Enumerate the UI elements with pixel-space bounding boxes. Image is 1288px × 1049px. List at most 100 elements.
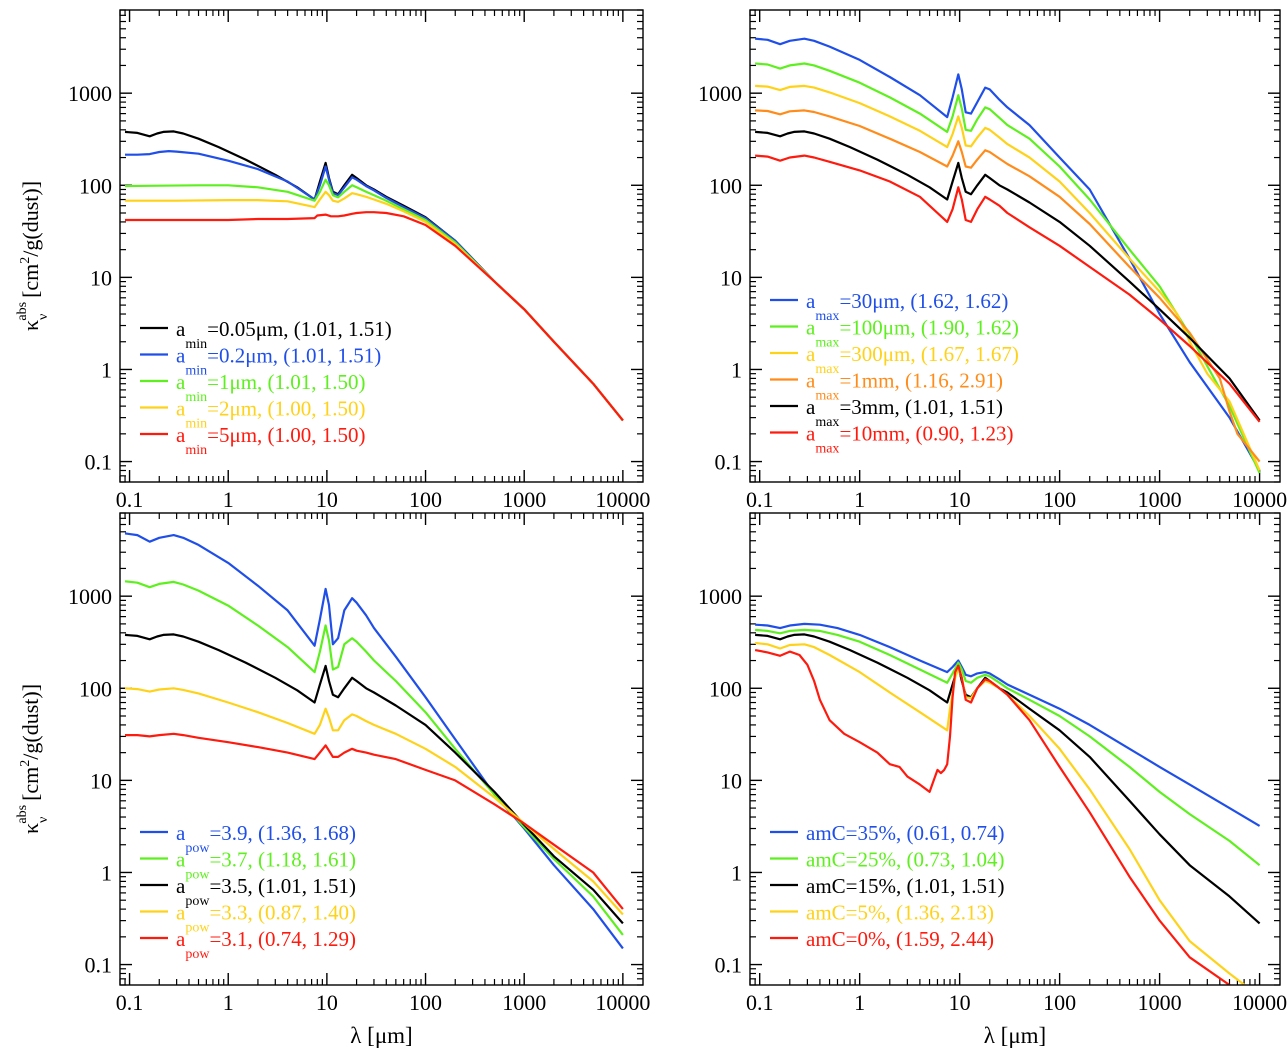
legend-entry: amin=5μm, (1.00, 1.50) [176, 423, 366, 458]
y-tick-label: 100 [709, 173, 742, 198]
series-group [754, 622, 1261, 985]
x-tick-label: 10 [316, 990, 338, 1015]
y-tick-label: 1 [101, 357, 112, 382]
series-line-amC=0% [754, 649, 1232, 985]
y-tick-label: 1 [731, 860, 742, 885]
x-tick-label: 0.1 [746, 487, 774, 512]
x-tick-label: 1 [854, 990, 865, 1015]
series-line-a_max=10mm [755, 154, 1261, 423]
x-tick-label: 10000 [1232, 990, 1287, 1015]
series-line-amC=35% [755, 622, 1261, 827]
legend: amC=35%, (0.61, 0.74) amC=25%, (0.73, 1.0… [770, 821, 1005, 951]
legend-entry: amin=2μm, (1.00, 1.50) [176, 397, 366, 432]
legend-entry: amC=15%, (1.01, 1.51) [806, 874, 1005, 898]
series-line-a_max=30μm [755, 37, 1261, 472]
legend-entry: amin=0.05μm, (1.01, 1.51) [176, 317, 392, 352]
legend-entry: amC=35%, (0.61, 0.74) [806, 821, 1005, 845]
legend-entry: amin=0.2μm, (1.01, 1.51) [176, 344, 381, 379]
legend-entry: amax=300μm, (1.67, 1.67) [806, 342, 1019, 377]
x-tick-label: 10000 [595, 990, 650, 1015]
y-tick-label: 0.1 [715, 953, 743, 978]
plot-frame [119, 9, 644, 483]
minor-ticks [749, 512, 1280, 986]
series-line-a_max=300μm [755, 84, 1261, 471]
y-tick-label: 1 [101, 860, 112, 885]
y-tick-label: 1000 [68, 81, 112, 106]
series-group [124, 532, 624, 950]
x-tick-label: 0.1 [746, 990, 774, 1015]
x-tick-label: 100 [1043, 487, 1076, 512]
y-tick-label: 100 [709, 676, 742, 701]
x-tick-label: 100 [409, 487, 442, 512]
x-tick-label: 10 [949, 990, 971, 1015]
series-line-a_pow=3.7 [124, 580, 624, 936]
series-group [124, 130, 624, 422]
minor-ticks [119, 9, 643, 483]
legend-entry: amax=100μm, (1.90, 1.62) [806, 316, 1019, 351]
legend-entry: amC=25%, (0.73, 1.04) [806, 848, 1005, 872]
panel-amC: 0.1 1 10 100 1000 10000 0.1 1 10 100 1000 amC=35%, … [698, 512, 1287, 1048]
series-line-a_pow=3.5 [124, 633, 624, 925]
panel-a_max: 0.1 1 10 100 1000 10000 0.1 1 10 100 1000 amax=30μm… [698, 9, 1287, 512]
y-tick-label: 10 [720, 265, 742, 290]
series-line-a_max=100μm [755, 62, 1261, 474]
y-tick-label: 100 [79, 676, 112, 701]
legend: apow=3.9, (1.36, 1.68)apow=3.7, (1.18, 1… [140, 821, 356, 962]
series-line-amC=25% [755, 628, 1261, 867]
x-axis-label: λ [μm] [984, 1023, 1046, 1048]
x-tick-label: 0.1 [116, 990, 144, 1015]
legend-entry: amin=1μm, (1.01, 1.50) [176, 370, 366, 405]
x-tick-label: 10 [316, 487, 338, 512]
minor-ticks [749, 9, 1280, 483]
series-line-a_min=0.2μm [125, 150, 624, 422]
y-tick-label: 10 [90, 265, 112, 290]
y-tick-label: 0.1 [715, 450, 743, 475]
legend-entry: apow=3.1, (0.74, 1.29) [176, 927, 356, 962]
y-tick-label: 1000 [698, 584, 742, 609]
legend: amax=30μm, (1.62, 1.62)amax=100μm, (1.90… [770, 289, 1019, 457]
x-tick-label: 1000 [502, 990, 546, 1015]
x-tick-label: 100 [409, 990, 442, 1015]
x-axis-label: λ [μm] [350, 1023, 412, 1048]
legend-entry: amax=10mm, (0.90, 1.23) [806, 422, 1013, 457]
x-tick-label: 10000 [595, 487, 650, 512]
x-tick-label: 10000 [1232, 487, 1287, 512]
legend-entry: apow=3.9, (1.36, 1.68) [176, 821, 356, 856]
y-tick-label: 0.1 [85, 450, 113, 475]
x-tick-label: 1000 [1138, 990, 1182, 1015]
plot-frame [749, 9, 1281, 483]
panel-a_pow: 0.1 1 10 100 1000 10000 0.1 1 10 100 1000 apow=3.9,… [15, 512, 650, 1048]
legend-entry: amC=5%, (1.36, 2.13) [806, 901, 994, 925]
x-tick-label: 10 [949, 487, 971, 512]
legend-entry: amax=1mm, (1.16, 2.91) [806, 369, 1003, 404]
series-group [755, 37, 1261, 474]
x-tick-label: 100 [1043, 990, 1076, 1015]
x-tick-label: 1 [223, 487, 234, 512]
y-tick-label: 0.1 [85, 953, 113, 978]
x-tick-label: 0.1 [116, 487, 144, 512]
series-line-a_min=5μm [125, 211, 624, 422]
series-line-a_pow=3.1 [125, 732, 624, 910]
x-tick-label: 1 [854, 487, 865, 512]
legend: amin=0.05μm, (1.01, 1.51)amin=0.2μm, (1.… [140, 317, 392, 458]
plot-frame [749, 512, 1281, 986]
y-tick-label: 10 [90, 768, 112, 793]
legend-entry: amax=30μm, (1.62, 1.62) [806, 289, 1008, 324]
minor-ticks [119, 512, 643, 986]
series-line-a_min=2μm [125, 190, 624, 422]
legend-entry: apow=3.7, (1.18, 1.61) [176, 848, 356, 883]
series-line-a_pow=3.3 [124, 687, 624, 916]
legend-entry: apow=3.3, (0.87, 1.40) [176, 901, 356, 936]
y-tick-label: 100 [79, 173, 112, 198]
series-line-a_max=3mm [755, 130, 1261, 422]
legend-entry: amax=3mm, (1.01, 1.51) [806, 395, 1003, 430]
series-line-a_max=1mm [755, 109, 1261, 463]
plot-frame [119, 512, 644, 986]
x-tick-label: 1000 [502, 487, 546, 512]
y-axis-label: κνabs[cm2/g(dust)] [15, 181, 51, 331]
x-tick-label: 1 [223, 990, 234, 1015]
legend-entry: amC=0%, (1.59, 2.44) [806, 927, 994, 951]
panel-a_min: 0.1 1 10 100 1000 10000 0.1 1 10 100 1000 amin=0.05… [15, 9, 650, 512]
y-tick-label: 1000 [68, 584, 112, 609]
